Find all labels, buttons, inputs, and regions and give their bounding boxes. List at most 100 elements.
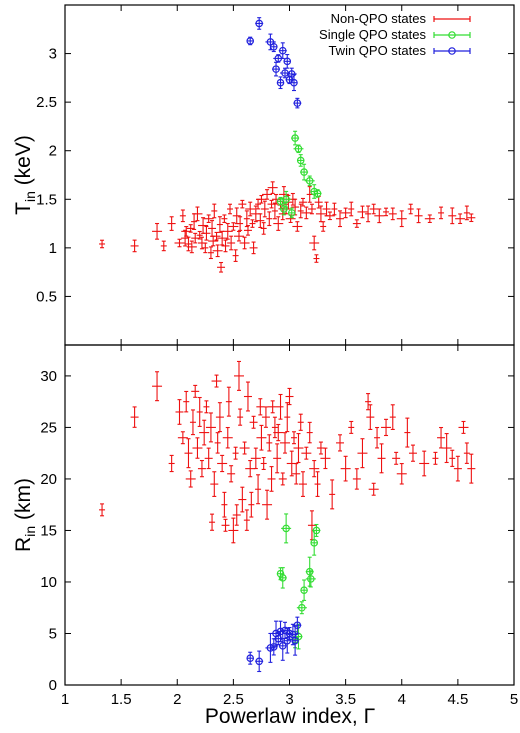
bottom-non-qpo-states-point: [233, 360, 244, 391]
top-non-qpo-states-point: [212, 244, 223, 258]
legend-label: Non-QPO states: [331, 11, 427, 26]
bottom-non-qpo-states-point: [357, 438, 368, 469]
bottom-y-tick-label: 30: [40, 368, 57, 385]
bottom-single-qpo-states-point: [312, 523, 321, 537]
top-non-qpo-states-point: [167, 216, 176, 231]
top-y-axis-title: Tin (keV): [12, 135, 38, 215]
bottom-y-tick-label: 25: [40, 419, 57, 436]
bottom-non-qpo-states-point: [228, 517, 239, 544]
bottom-non-qpo-states-point: [99, 503, 106, 517]
top-non-qpo-states-point: [227, 235, 236, 251]
top-non-qpo-states-point: [211, 203, 218, 219]
bottom-non-qpo-states-point: [437, 426, 446, 449]
top-non-qpo-states-point: [249, 241, 258, 255]
top-non-qpo-states-point: [365, 205, 372, 223]
bottom-non-qpo-states-point: [191, 384, 200, 398]
top-y-tick-label: 3: [49, 46, 57, 63]
top-non-qpo-states-point: [467, 213, 476, 223]
top-single-qpo-states-point: [293, 144, 304, 154]
top-non-qpo-states-point: [306, 186, 313, 203]
bottom-non-qpo-states-point: [221, 491, 228, 518]
bottom-non-qpo-states-point: [210, 471, 219, 497]
top-non-qpo-states-point: [298, 197, 307, 207]
top-non-qpo-states-point: [307, 203, 316, 215]
top-twin-qpo-states-point: [283, 53, 292, 69]
bottom-non-qpo-states-point: [245, 460, 256, 478]
top-data-points: [99, 17, 476, 273]
bottom-non-qpo-states-point: [249, 415, 258, 429]
top-single-qpo-states-point: [313, 189, 322, 198]
bottom-non-qpo-states-point: [374, 426, 381, 449]
bottom-non-qpo-states-point: [365, 393, 372, 411]
bottom-non-qpo-states-point: [262, 489, 273, 520]
bottom-twin-qpo-states-point: [293, 616, 302, 634]
top-non-qpo-states-point: [221, 239, 230, 253]
top-non-qpo-states-point: [191, 232, 200, 244]
bottom-non-qpo-states-point: [273, 443, 282, 474]
top-single-qpo-states-point: [287, 207, 296, 219]
top-y-tick-label: 1: [49, 240, 57, 257]
legend-entry: Non-QPO states: [331, 11, 471, 26]
bottom-non-qpo-states-point: [306, 421, 313, 444]
bottom-non-qpo-states-point: [381, 418, 392, 437]
x-tick-label: 1: [61, 691, 69, 708]
top-panel: 0.5 1 1.5 2 2.5 3 Tin (keV) Non-QPO statesSin…: [12, 4, 515, 346]
bottom-non-qpo-states-point: [467, 453, 476, 484]
top-non-qpo-states-point: [249, 219, 256, 228]
bottom-non-qpo-states-point: [419, 450, 430, 477]
bottom-non-qpo-states-point: [453, 455, 462, 482]
top-non-qpo-states-point: [396, 210, 407, 228]
bottom-non-qpo-states-point: [301, 446, 312, 460]
bottom-y-ticks: 0 5 10 15 20 25 30: [40, 345, 515, 694]
bottom-non-qpo-states-point: [449, 449, 456, 467]
top-non-qpo-states-point: [272, 193, 281, 205]
top-non-qpo-states-point: [181, 226, 192, 237]
top-non-qpo-states-point: [186, 240, 197, 254]
bottom-y-tick-label: 20: [40, 471, 57, 488]
bottom-non-qpo-states-point: [177, 431, 188, 445]
top-non-qpo-states-point: [266, 211, 273, 227]
bottom-twin-qpo-states-point: [255, 650, 264, 673]
bottom-data-points: [99, 360, 476, 673]
bottom-non-qpo-states-point: [267, 400, 278, 414]
bottom-non-qpo-states-point: [348, 420, 355, 434]
bottom-non-qpo-states-point: [168, 454, 175, 473]
bottom-twin-qpo-states-point: [269, 638, 278, 656]
top-y-tick-label: 2.5: [36, 94, 57, 111]
top-single-qpo-states-point: [279, 202, 288, 216]
top-non-qpo-states-point: [217, 261, 226, 273]
top-non-qpo-states-point: [99, 239, 106, 249]
top-non-qpo-states-point: [202, 242, 209, 254]
bottom-non-qpo-states-point: [278, 472, 287, 486]
bottom-non-qpo-states-point: [352, 468, 361, 490]
bottom-non-qpo-states-point: [260, 456, 267, 470]
legend-label: Single QPO states: [319, 27, 426, 42]
bottom-non-qpo-states-point: [183, 390, 190, 413]
bottom-non-qpo-states-point: [271, 416, 278, 439]
top-non-qpo-states-point: [203, 214, 214, 224]
top-non-qpo-states-point: [262, 189, 273, 200]
bottom-non-qpo-states-point: [366, 404, 375, 430]
top-non-qpo-states-point: [260, 200, 269, 218]
bottom-single-qpo-states-point: [305, 570, 316, 588]
top-non-qpo-states-point: [407, 203, 414, 215]
bottom-non-qpo-states-point: [214, 432, 221, 454]
bottom-y-tick-label: 0: [49, 677, 57, 694]
bottom-non-qpo-states-point: [250, 447, 261, 470]
bottom-non-qpo-states-point: [377, 443, 386, 474]
bottom-non-qpo-states-point: [217, 454, 228, 473]
bottom-twin-qpo-states-point: [246, 651, 255, 665]
bottom-twin-qpo-states-point: [273, 632, 284, 646]
top-single-qpo-states-point: [300, 163, 309, 181]
top-non-qpo-states-point: [414, 208, 423, 224]
top-non-qpo-states-point: [239, 236, 250, 250]
top-twin-qpo-states-point: [293, 97, 302, 109]
bottom-non-qpo-states-point: [340, 455, 351, 482]
bottom-non-qpo-states-point: [189, 409, 196, 436]
top-non-qpo-states-point: [424, 214, 435, 224]
bottom-non-qpo-states-point: [185, 470, 196, 488]
bottom-non-qpo-states-point: [432, 451, 439, 465]
top-single-qpo-states-point: [291, 130, 300, 146]
bottom-non-qpo-states-point: [280, 432, 291, 454]
